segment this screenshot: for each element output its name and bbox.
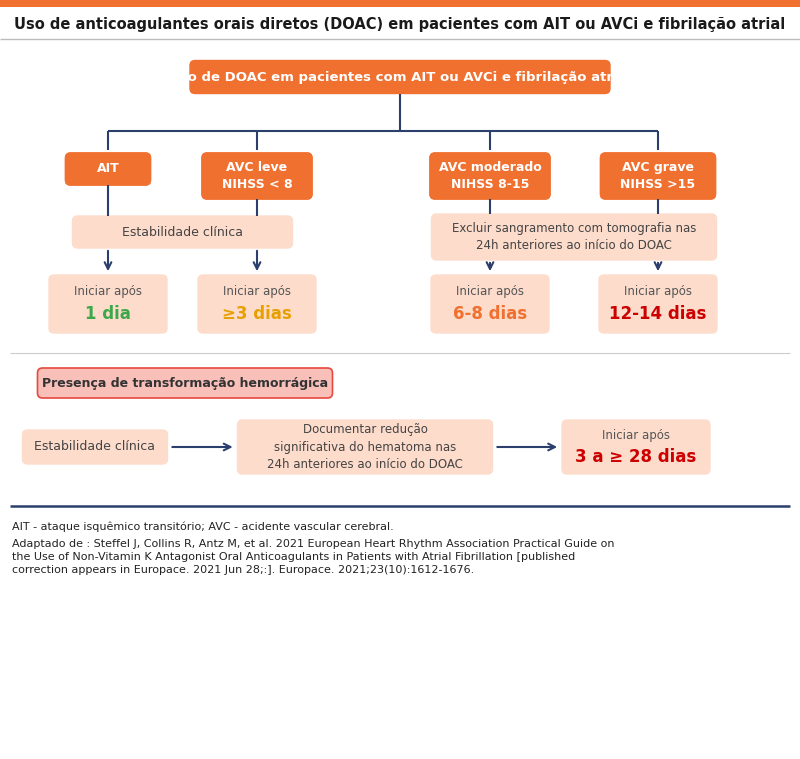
FancyBboxPatch shape bbox=[431, 214, 717, 260]
FancyBboxPatch shape bbox=[238, 420, 493, 474]
FancyBboxPatch shape bbox=[601, 153, 715, 199]
FancyBboxPatch shape bbox=[431, 275, 549, 333]
Text: AVC moderado
NIHSS 8-15: AVC moderado NIHSS 8-15 bbox=[438, 161, 542, 191]
FancyBboxPatch shape bbox=[430, 153, 550, 199]
FancyBboxPatch shape bbox=[198, 275, 316, 333]
Text: 1 dia: 1 dia bbox=[85, 305, 131, 323]
Text: Iniciar após: Iniciar após bbox=[74, 285, 142, 298]
Text: Iniciar após: Iniciar após bbox=[223, 285, 291, 298]
Text: AVC leve
NIHSS < 8: AVC leve NIHSS < 8 bbox=[222, 161, 292, 191]
Text: Uso de anticoagulantes orais diretos (DOAC) em pacientes com AIT ou AVCi e fibri: Uso de anticoagulantes orais diretos (DO… bbox=[14, 17, 786, 32]
Text: Excluir sangramento com tomografia nas
24h anteriores ao início do DOAC: Excluir sangramento com tomografia nas 2… bbox=[452, 222, 696, 252]
FancyBboxPatch shape bbox=[190, 61, 610, 93]
FancyBboxPatch shape bbox=[73, 216, 293, 248]
FancyBboxPatch shape bbox=[49, 275, 167, 333]
Text: Iniciar após: Iniciar após bbox=[456, 285, 524, 298]
FancyBboxPatch shape bbox=[601, 153, 715, 199]
Text: Iniciar após: Iniciar após bbox=[624, 285, 692, 298]
Text: Estabilidade clínica: Estabilidade clínica bbox=[34, 440, 155, 453]
FancyBboxPatch shape bbox=[430, 153, 550, 199]
FancyBboxPatch shape bbox=[599, 275, 717, 333]
Text: Adaptado de : Steffel J, Collins R, Antz M, et al. 2021 European Heart Rhythm As: Adaptado de : Steffel J, Collins R, Antz… bbox=[12, 539, 614, 575]
Bar bbox=[0, 0, 800, 7]
Text: Documentar redução
significativa do hematoma nas
24h anteriores ao início do DOA: Documentar redução significativa do hema… bbox=[267, 424, 463, 471]
FancyBboxPatch shape bbox=[202, 153, 312, 199]
Text: 6-8 dias: 6-8 dias bbox=[453, 305, 527, 323]
Text: 3 a ≥ 28 dias: 3 a ≥ 28 dias bbox=[575, 448, 697, 466]
Text: Uso de DOAC em pacientes com AIT ou AVCi e fibrilação atrial: Uso de DOAC em pacientes com AIT ou AVCi… bbox=[169, 71, 631, 83]
FancyBboxPatch shape bbox=[66, 153, 150, 185]
Text: AVC grave
NIHSS >15: AVC grave NIHSS >15 bbox=[621, 161, 695, 191]
Text: Presença de transformação hemorrágica: Presença de transformação hemorrágica bbox=[42, 376, 328, 389]
FancyBboxPatch shape bbox=[562, 420, 710, 474]
FancyBboxPatch shape bbox=[22, 430, 167, 464]
FancyBboxPatch shape bbox=[38, 368, 333, 398]
Text: ≥3 dias: ≥3 dias bbox=[222, 305, 292, 323]
FancyBboxPatch shape bbox=[66, 153, 150, 185]
Text: Iniciar após: Iniciar após bbox=[602, 429, 670, 442]
FancyBboxPatch shape bbox=[202, 153, 312, 199]
Text: AIT - ataque isquêmico transitório; AVC - acidente vascular cerebral.: AIT - ataque isquêmico transitório; AVC … bbox=[12, 521, 394, 531]
Text: Estabilidade clínica: Estabilidade clínica bbox=[122, 225, 243, 238]
Text: 12-14 dias: 12-14 dias bbox=[610, 305, 706, 323]
Text: AIT: AIT bbox=[97, 162, 119, 175]
